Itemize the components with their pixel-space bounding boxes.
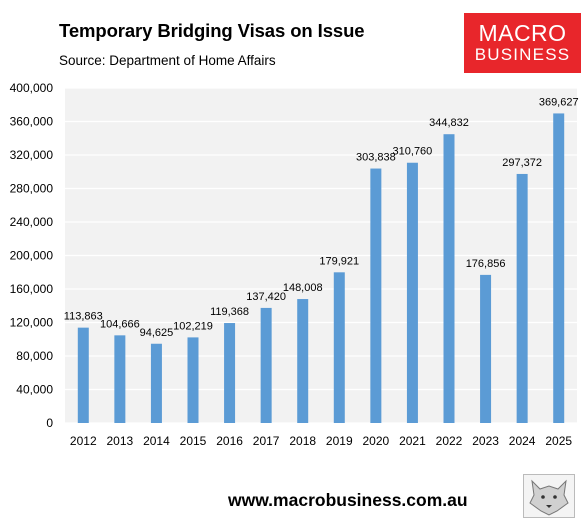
bar [114, 335, 126, 423]
x-tick-label: 2016 [216, 434, 243, 448]
data-label: 102,219 [173, 320, 213, 332]
footer-url[interactable]: www.macrobusiness.com.au [228, 490, 468, 510]
data-label: 310,760 [393, 146, 433, 158]
logo-line-1: MACRO [478, 20, 567, 46]
data-label: 148,008 [283, 282, 323, 294]
y-tick-label: 400,000 [10, 81, 54, 95]
x-tick-label: 2019 [326, 434, 353, 448]
data-label: 119,368 [210, 306, 249, 318]
x-tick-label: 2022 [436, 434, 463, 448]
x-tick-label: 2013 [107, 434, 134, 448]
x-tick-label: 2014 [143, 434, 170, 448]
bar [260, 307, 272, 423]
logo-line-2: BUSINESS [474, 45, 571, 64]
x-tick-label: 2015 [180, 434, 207, 448]
bar [370, 168, 382, 423]
x-tick-label: 2012 [70, 434, 97, 448]
wolf-head-icon [523, 474, 575, 518]
x-tick-label: 2018 [289, 434, 316, 448]
data-label: 303,838 [356, 152, 396, 164]
bar [406, 162, 418, 423]
macrobusiness-logo[interactable]: MACRO BUSINESS [464, 13, 581, 73]
bar [224, 323, 236, 423]
bar [443, 134, 455, 424]
y-tick-label: 240,000 [10, 215, 54, 229]
y-tick-label: 160,000 [10, 282, 54, 296]
y-tick-label: 360,000 [10, 115, 54, 129]
x-tick-label: 2025 [545, 434, 572, 448]
y-tick-label: 200,000 [10, 249, 54, 263]
x-tick-label: 2021 [399, 434, 426, 448]
data-label: 113,863 [64, 311, 103, 323]
bar [516, 173, 528, 423]
x-tick-label: 2017 [253, 434, 280, 448]
y-tick-label: 320,000 [10, 148, 54, 162]
data-label: 137,420 [246, 291, 286, 303]
data-label: 297,372 [502, 157, 542, 169]
data-label: 369,627 [539, 96, 579, 108]
bar [297, 299, 309, 423]
y-tick-label: 40,000 [16, 383, 53, 397]
y-tick-label: 0 [46, 416, 53, 430]
bar [333, 272, 345, 423]
chart-subtitle: Source: Department of Home Affairs [59, 53, 276, 68]
x-tick-label: 2020 [363, 434, 390, 448]
data-label: 179,921 [319, 255, 359, 267]
bar [150, 343, 162, 423]
bar-chart: 0 40,000 80,000 120,000 160,000 200,000 240,00… [10, 81, 579, 448]
bar [77, 327, 89, 423]
y-tick-label: 120,000 [10, 316, 54, 330]
data-label: 104,666 [100, 318, 140, 330]
x-tick-label: 2024 [509, 434, 536, 448]
y-tick-label: 280,000 [10, 182, 54, 196]
data-label: 94,625 [140, 327, 174, 339]
x-tick-label: 2023 [472, 434, 499, 448]
data-label: 344,832 [429, 117, 469, 129]
data-label: 176,856 [466, 258, 506, 270]
y-tick-label: 80,000 [16, 349, 53, 363]
bar [480, 274, 492, 423]
chart-title: Temporary Bridging Visas on Issue [59, 20, 365, 41]
bar [553, 113, 565, 424]
bar [187, 337, 199, 423]
